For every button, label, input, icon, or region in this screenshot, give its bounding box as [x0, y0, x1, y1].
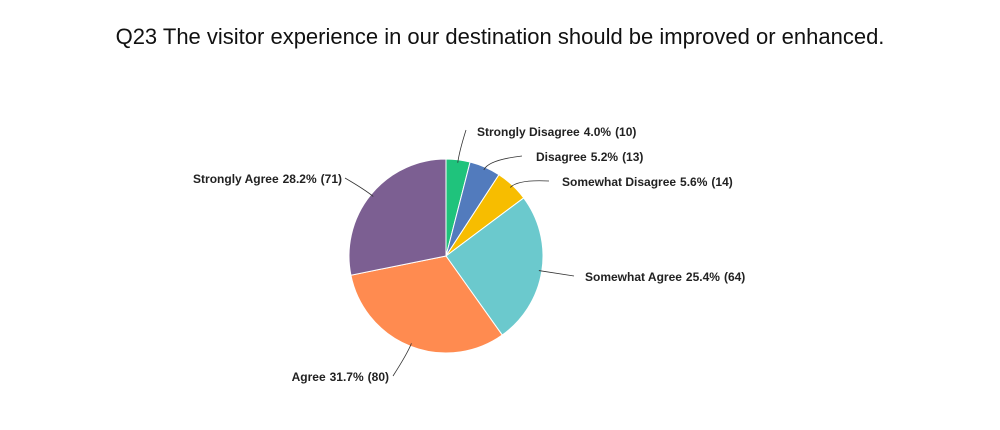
percent-label: 25.4%	[686, 270, 720, 284]
percent-label: 5.6%	[680, 175, 708, 189]
count-label: (71)	[321, 172, 342, 186]
count-label: (14)	[711, 175, 732, 189]
count-label: (64)	[724, 270, 745, 284]
category-label: Agree	[292, 370, 326, 384]
slice-label: Disagree 5.2% (13)	[536, 150, 643, 164]
leader-line	[344, 177, 374, 197]
leader-line	[457, 129, 467, 163]
category-label: Somewhat Agree	[585, 270, 682, 284]
slice-label: Strongly Disagree 4.0% (10)	[477, 125, 636, 139]
percent-label: 5.2%	[591, 150, 619, 164]
category-label: Strongly Disagree	[477, 125, 580, 139]
leader-line	[392, 343, 412, 377]
percent-label: 28.2%	[283, 172, 317, 186]
count-label: (80)	[368, 370, 389, 384]
slice-label: Somewhat Agree 25.4% (64)	[585, 270, 745, 284]
slice-label: Strongly Agree 28.2% (71)	[193, 172, 342, 186]
category-label: Strongly Agree	[193, 172, 279, 186]
leader-line	[510, 180, 550, 188]
leader-line	[538, 270, 575, 277]
slice-label: Somewhat Disagree 5.6% (14)	[562, 175, 733, 189]
chart-title: Q23 The visitor experience in our destin…	[116, 24, 885, 49]
count-label: (13)	[622, 150, 643, 164]
pie-slice	[348, 158, 447, 276]
slice-label: Agree 31.7% (80)	[292, 370, 389, 384]
percent-label: 31.7%	[330, 370, 364, 384]
percent-label: 4.0%	[584, 125, 612, 139]
category-label: Disagree	[536, 150, 587, 164]
category-label: Somewhat Disagree	[562, 175, 676, 189]
leader-line	[483, 155, 523, 171]
count-label: (10)	[615, 125, 636, 139]
